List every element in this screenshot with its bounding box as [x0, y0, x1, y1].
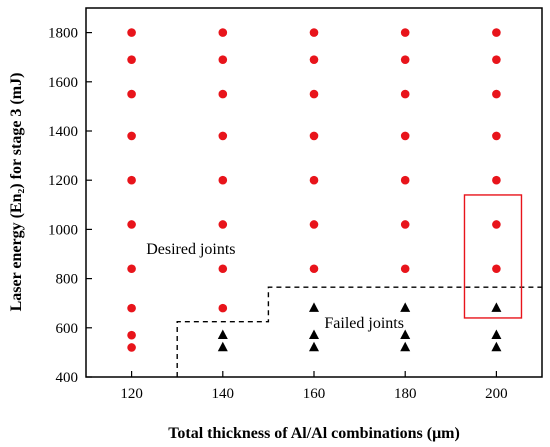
data-point-triangle	[400, 341, 411, 352]
boundary-line	[176, 286, 542, 377]
data-point-circle	[492, 55, 501, 64]
data-point-circle	[218, 220, 228, 229]
x-tick-label: 180	[394, 386, 417, 402]
y-tick-label: 1600	[48, 75, 78, 91]
data-point-circle	[492, 220, 501, 229]
data-point-triangle	[217, 341, 228, 352]
y-axis-label: Laser energy (En₂) for stage 3 (mJ)	[8, 73, 25, 312]
data-point-circle	[309, 131, 319, 141]
x-tick-label: 120	[120, 386, 143, 402]
data-point-circle	[309, 175, 319, 185]
data-point-circle	[492, 131, 501, 141]
x-axis-label: Total thickness of Al/Al combinations (μ…	[168, 425, 460, 442]
data-point-circle	[309, 55, 319, 64]
data-point-circle	[400, 28, 410, 37]
data-point-circle	[127, 264, 136, 274]
data-point-triangle	[400, 329, 411, 339]
data-point-circle	[400, 175, 410, 185]
highlight-layer	[463, 194, 523, 319]
data-point-circle	[127, 28, 136, 37]
data-point-circle	[127, 303, 136, 313]
data-point-circle	[309, 89, 319, 99]
data-point-circle	[400, 89, 410, 99]
y-tick-label: 1200	[48, 173, 78, 189]
y-tick-label: 1800	[48, 26, 78, 42]
x-tick-label: 200	[485, 386, 508, 402]
annotation-label: Failed joints	[324, 315, 404, 332]
data-point-triangle	[491, 302, 502, 312]
data-point-circle	[127, 220, 136, 229]
data-point-circle	[127, 131, 136, 141]
data-point-circle	[127, 330, 136, 340]
data-point-circle	[218, 28, 228, 37]
data-point-triangle	[217, 329, 228, 339]
data-point-triangle	[400, 302, 411, 312]
points-layer	[127, 28, 502, 352]
data-point-circle	[218, 264, 228, 274]
y-tick-label: 400	[56, 370, 79, 386]
y-tick-label: 1400	[48, 124, 78, 140]
x-tick-label: 140	[212, 386, 235, 402]
data-point-circle	[309, 28, 319, 37]
highlight-box	[463, 194, 523, 319]
y-tick-label: 600	[56, 321, 79, 337]
data-point-circle	[309, 264, 319, 274]
data-point-circle	[218, 131, 228, 141]
data-point-triangle	[309, 302, 319, 312]
data-point-triangle	[491, 341, 502, 352]
data-point-circle	[400, 220, 410, 229]
data-point-circle	[492, 175, 501, 185]
data-point-circle	[127, 89, 136, 99]
annotation-layer: Desired joints Failed joints	[146, 241, 404, 332]
annotation-label: Desired joints	[146, 241, 235, 258]
data-point-circle	[492, 264, 501, 274]
data-point-triangle	[309, 341, 319, 352]
data-point-circle	[218, 89, 228, 99]
data-point-triangle	[491, 329, 502, 339]
boundary-layer	[176, 286, 542, 377]
axis-ticks: 120 140 160 180 200 400 600 800 1000 1200 1400 1600…	[48, 26, 508, 402]
data-point-circle	[400, 55, 410, 64]
data-point-circle	[400, 131, 410, 141]
data-point-circle	[127, 55, 136, 64]
data-point-circle	[492, 89, 501, 99]
data-point-circle	[127, 175, 136, 185]
data-point-circle	[218, 303, 228, 313]
data-point-circle	[309, 220, 319, 229]
data-point-circle	[492, 28, 501, 37]
data-point-triangle	[309, 329, 319, 339]
x-tick-label: 160	[303, 386, 326, 402]
data-point-circle	[218, 55, 228, 64]
data-point-circle	[127, 343, 136, 352]
y-tick-label: 1000	[48, 222, 78, 238]
y-tick-label: 800	[56, 272, 79, 288]
data-point-circle	[218, 175, 228, 185]
data-point-circle	[400, 264, 410, 274]
